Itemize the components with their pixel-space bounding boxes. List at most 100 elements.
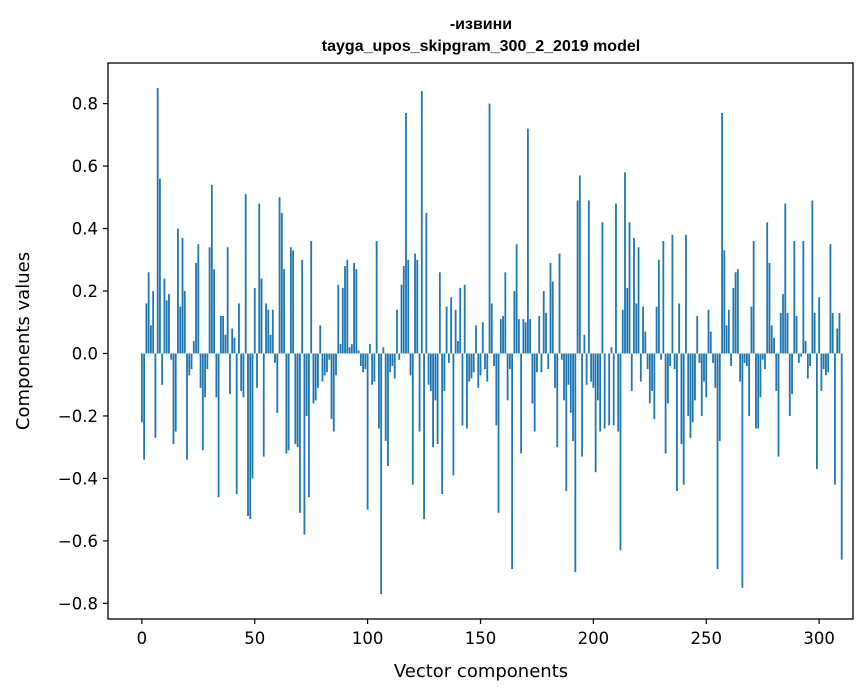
bar-183 (554, 353, 556, 388)
bar-148 (475, 325, 477, 354)
bar-139 (454, 309, 457, 354)
bar-119 (409, 353, 412, 376)
bar-270 (750, 306, 753, 354)
x-axis-label: Vector components (394, 661, 568, 682)
bar-251 (707, 309, 710, 354)
bar-98 (362, 353, 365, 373)
bar-226 (651, 353, 653, 391)
x-tick-label: 200 (578, 629, 610, 648)
bar-20 (186, 353, 188, 460)
bar-79 (319, 325, 322, 354)
bar-34 (217, 353, 220, 498)
bar-50 (253, 287, 256, 354)
bar-14 (172, 353, 175, 445)
x-tick-label: 250 (691, 629, 723, 648)
bar-111 (391, 353, 394, 366)
bar-298 (813, 312, 816, 354)
bar-169 (522, 319, 525, 354)
bar-38 (226, 247, 229, 354)
bar-244 (691, 353, 694, 423)
bar-124 (420, 91, 423, 354)
bar-103 (373, 353, 376, 382)
bar-10 (163, 278, 166, 354)
bar-7 (156, 87, 159, 354)
bar-86 (335, 353, 337, 376)
bar-147 (472, 353, 475, 373)
bar-234 (669, 353, 672, 366)
bar-165 (513, 291, 516, 354)
bar-293 (802, 241, 805, 354)
bar-44 (240, 353, 243, 391)
bar-258 (723, 250, 726, 354)
bar-187 (563, 353, 565, 401)
bar-241 (685, 234, 687, 354)
bar-273 (757, 353, 760, 429)
bar-154 (488, 103, 491, 354)
bar-151 (481, 322, 484, 354)
bar-238 (678, 303, 681, 354)
bar-161 (504, 272, 507, 354)
bar-272 (755, 353, 757, 429)
bar-135 (445, 306, 448, 354)
bar-257 (721, 112, 723, 354)
bar-136 (447, 353, 450, 363)
bar-225 (648, 353, 651, 404)
bar-242 (687, 353, 690, 416)
bar-252 (709, 331, 712, 354)
bar-167 (517, 319, 520, 354)
bar-116 (402, 266, 405, 354)
bar-176 (538, 316, 541, 354)
bar-304 (827, 353, 830, 373)
bar-133 (441, 353, 444, 495)
chart-title-line2: tayga_upos_skipgram_300_2_2019 model (322, 38, 640, 55)
bar-112 (393, 353, 396, 379)
bar-71 (301, 259, 304, 354)
bar-69 (296, 353, 299, 448)
bar-70 (298, 353, 301, 513)
bar-3 (147, 272, 150, 354)
bar-256 (718, 353, 721, 441)
bar-73 (305, 353, 308, 416)
bar-137 (450, 297, 453, 354)
bar-159 (499, 319, 502, 354)
bar-197 (585, 353, 588, 385)
x-tick-label: 100 (352, 629, 384, 648)
bar-15 (174, 353, 177, 432)
bar-166 (515, 244, 518, 354)
bar-233 (666, 353, 669, 404)
bar-39 (229, 353, 231, 395)
bar-2 (145, 303, 148, 354)
bar-243 (689, 353, 692, 438)
bar-265 (739, 353, 742, 382)
bar-106 (380, 353, 383, 595)
bar-99 (364, 353, 367, 370)
bar-31 (210, 184, 213, 354)
bar-49 (251, 353, 254, 479)
bar-291 (797, 353, 800, 363)
bar-232 (664, 353, 667, 454)
bar-76 (312, 353, 315, 404)
bar-58 (271, 309, 274, 354)
bar-131 (436, 353, 439, 445)
bar-170 (524, 322, 527, 354)
bar-141 (459, 287, 462, 354)
bar-307 (834, 353, 836, 485)
bar-126 (425, 212, 428, 354)
bar-264 (736, 269, 739, 354)
bar-146 (470, 353, 473, 379)
bar-85 (332, 353, 335, 432)
bar-231 (662, 241, 665, 354)
bar-24 (195, 262, 197, 354)
bar-164 (511, 353, 514, 570)
bar-178 (542, 291, 545, 354)
bar-188 (565, 353, 568, 491)
bar-51 (256, 353, 258, 388)
bar-100 (366, 353, 369, 510)
bar-29 (206, 353, 209, 370)
bar-221 (639, 353, 642, 382)
bar-288 (791, 353, 793, 395)
bar-199 (590, 353, 593, 382)
bar-218 (633, 237, 635, 354)
bar-185 (558, 253, 561, 354)
bar-149 (477, 353, 480, 388)
